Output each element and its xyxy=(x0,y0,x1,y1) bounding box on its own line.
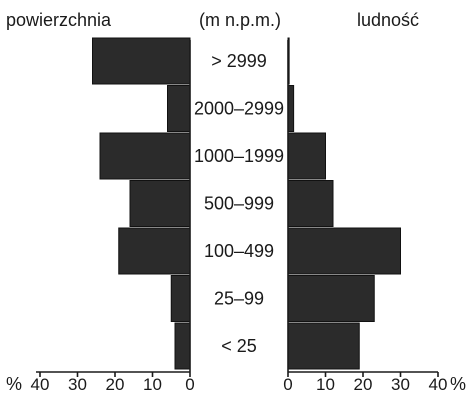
category-label-25: < 25 xyxy=(221,336,257,356)
left-bar-25-99 xyxy=(170,275,191,322)
left-title: powierzchnia xyxy=(6,10,112,30)
right-bar-100-499 xyxy=(287,227,401,275)
left-tick-label: 40 xyxy=(31,375,50,394)
category-labels-group: > 2999 2000–2999 1000–1999 500–999 100–499 25… xyxy=(194,51,284,356)
right-tick-label: 40 xyxy=(429,375,448,394)
center-title: (m n.p.m.) xyxy=(199,10,281,30)
left-bar-2999 xyxy=(92,37,191,85)
right-bar-500-999 xyxy=(287,180,334,227)
right-tick-label: 10 xyxy=(316,375,335,394)
right-bar-25-99 xyxy=(287,275,375,322)
category-label-100-499: 100–499 xyxy=(204,241,274,261)
right-bar-25 xyxy=(287,322,360,370)
category-label-2999: > 2999 xyxy=(211,51,267,71)
left-percent-unit: % xyxy=(6,374,22,394)
left-bar-500-999 xyxy=(129,180,191,227)
right-bar-2000-2999 xyxy=(287,85,295,132)
right-tick-label: 30 xyxy=(391,375,410,394)
right-tick-labels-group: 0 10 20 30 40 xyxy=(283,372,447,394)
right-bar-1000-1999 xyxy=(287,132,326,180)
category-label-1000-1999: 1000–1999 xyxy=(194,146,284,166)
right-tick-label: 20 xyxy=(354,375,373,394)
right-percent-unit: % xyxy=(450,374,466,394)
left-bar-25 xyxy=(174,322,191,370)
left-tick-label: 10 xyxy=(143,375,162,394)
left-tick-labels-group: 40 30 20 10 0 xyxy=(31,372,195,394)
right-title: ludność xyxy=(357,10,419,30)
right-tick-label: 0 xyxy=(283,375,292,394)
left-bar-2000-2999 xyxy=(167,85,191,132)
left-tick-label: 30 xyxy=(68,375,87,394)
category-label-500-999: 500–999 xyxy=(204,194,274,214)
category-label-2000-2999: 2000–2999 xyxy=(194,99,284,119)
left-bars-group xyxy=(92,37,191,370)
left-tick-label: 0 xyxy=(185,375,194,394)
left-tick-label: 20 xyxy=(106,375,125,394)
left-bar-1000-1999 xyxy=(99,132,191,180)
left-bar-100-499 xyxy=(118,227,191,275)
right-bars-group xyxy=(287,37,401,370)
category-label-25-99: 25–99 xyxy=(214,289,264,309)
